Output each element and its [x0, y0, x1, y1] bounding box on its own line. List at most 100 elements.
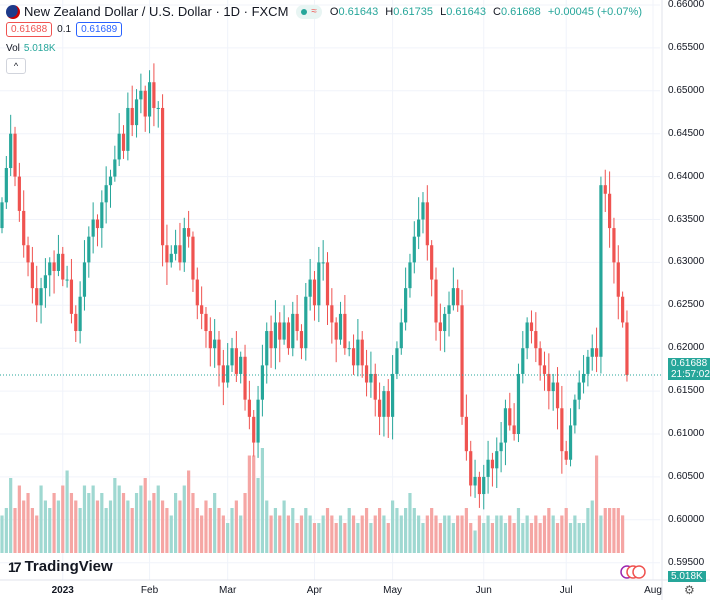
- volume-bar: [360, 515, 364, 553]
- volume-bar: [4, 508, 8, 553]
- candle-body: [608, 193, 612, 229]
- candle-body: [490, 459, 495, 469]
- candle-body: [456, 288, 460, 306]
- candle-body: [243, 356, 247, 400]
- candle-body: [594, 348, 599, 357]
- candle-body: [551, 382, 555, 392]
- candle-body: [447, 305, 451, 314]
- sell-button[interactable]: 0.61688: [6, 22, 53, 37]
- candle-body: [473, 476, 477, 486]
- symbol-title[interactable]: New Zealand Dollar / U.S. Dollar · 1D · …: [24, 4, 289, 19]
- symbol-header: New Zealand Dollar / U.S. Dollar · 1D · …: [6, 4, 646, 19]
- candle-body: [100, 202, 104, 229]
- candle-body: [226, 365, 230, 383]
- x-tick-label: 2023: [51, 585, 74, 596]
- candle-body: [560, 408, 564, 452]
- candle-body: [95, 219, 100, 229]
- nzd-usd-flag-icon: [6, 4, 20, 19]
- volume-bar: [404, 508, 408, 553]
- volume-bar: [121, 493, 126, 553]
- candle-body: [169, 253, 173, 263]
- volume-bar: [408, 493, 412, 553]
- volume-bar: [456, 515, 460, 553]
- candle-body: [338, 313, 343, 340]
- candle-body: [78, 296, 82, 332]
- candle-body: [139, 90, 143, 100]
- volume-bar: [382, 515, 386, 553]
- volume-bar: [447, 515, 451, 553]
- y-tick-label: 0.62000: [668, 342, 705, 354]
- candle-body: [312, 279, 317, 306]
- volume-bar: [260, 448, 264, 553]
- candle-body: [325, 262, 330, 306]
- candle-body: [239, 356, 243, 374]
- volume-bar: [312, 523, 317, 553]
- volume-bar: [43, 500, 47, 553]
- volume-bar: [52, 493, 56, 553]
- volume-bar: [486, 515, 490, 553]
- candle-body: [113, 159, 117, 177]
- volume-bar: [503, 523, 508, 553]
- volume-bar: [160, 500, 165, 553]
- volume-bar: [126, 500, 130, 553]
- tradingview-logo[interactable]: 17 TradingView: [8, 558, 113, 575]
- volume-bar: [134, 493, 139, 553]
- candle-body: [603, 185, 607, 194]
- volume-bar: [343, 523, 347, 553]
- candle-body: [130, 107, 134, 126]
- candle-body: [503, 408, 508, 443]
- volume-bar: [356, 523, 360, 553]
- y-tick-label: 0.61500: [668, 385, 705, 397]
- candle-body: [17, 176, 21, 211]
- candle-body: [182, 228, 186, 263]
- candle-body: [616, 262, 620, 297]
- x-tick-label: Jul: [559, 585, 573, 596]
- candle-body: [373, 373, 377, 400]
- volume-bar: [91, 485, 95, 553]
- candle-body: [269, 331, 273, 349]
- volume-bar: [87, 493, 91, 553]
- volume-bar: [512, 523, 516, 553]
- volume-bar: [321, 515, 325, 553]
- candle-body: [304, 296, 308, 349]
- volume-bar: [117, 485, 121, 553]
- volume-bar: [495, 515, 499, 553]
- settings-gear-icon[interactable]: ⚙: [684, 583, 695, 597]
- volume-bar: [529, 523, 534, 553]
- buy-button[interactable]: 0.61689: [76, 22, 123, 37]
- volume-bar: [430, 508, 434, 553]
- market-status-pill[interactable]: ≈: [296, 4, 322, 19]
- volume-bar: [421, 523, 425, 553]
- collapse-legend-button[interactable]: ^: [6, 58, 26, 74]
- candle-body: [61, 253, 65, 280]
- candle-body: [521, 348, 525, 374]
- candle-body: [43, 275, 47, 289]
- x-tick-label: Mar: [219, 585, 237, 596]
- candle-body: [486, 459, 490, 477]
- volume-bar: [351, 515, 356, 553]
- candle-body: [213, 339, 217, 349]
- volume-bar: [538, 523, 542, 553]
- candle-body: [9, 133, 13, 169]
- y-tick-label: 0.59500: [668, 556, 705, 568]
- volume-bar: [78, 508, 82, 553]
- volume-bar: [317, 523, 321, 553]
- volume-bar: [482, 523, 486, 553]
- volume-bar: [286, 515, 291, 553]
- candle-body: [438, 322, 442, 332]
- candle-body: [56, 253, 61, 271]
- volume-bar: [499, 515, 503, 553]
- candle-body: [299, 331, 304, 349]
- volume-bar: [291, 508, 295, 553]
- candle-body: [377, 399, 382, 417]
- candle-body: [382, 391, 386, 417]
- candle-body: [508, 408, 512, 426]
- candle-body: [430, 245, 434, 280]
- volume-bar: [256, 478, 260, 553]
- volume-bar: [230, 508, 234, 553]
- volume-bar: [577, 523, 581, 553]
- last-price-tag: 0.61688 21:57:02: [668, 358, 710, 380]
- candle-body: [451, 288, 455, 306]
- candle-body: [278, 322, 282, 340]
